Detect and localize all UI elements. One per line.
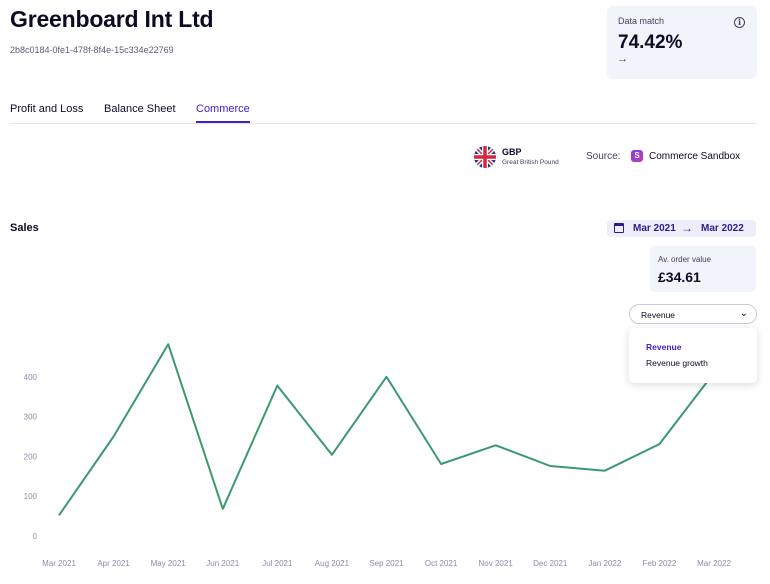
- aov-value: £34.61: [658, 269, 701, 285]
- metric-dropdown-menu: Revenue Revenue growth: [629, 328, 757, 383]
- x-tick-label: Feb 2022: [643, 559, 677, 568]
- x-tick-label: Jan 2022: [588, 559, 621, 568]
- data-match-value: 74.42%: [618, 32, 683, 53]
- data-match-label: Data match: [618, 16, 665, 26]
- arrow-right-icon[interactable]: →: [617, 53, 628, 65]
- date-range-to: Mar 2022: [701, 223, 744, 234]
- source-name: Commerce Sandbox: [649, 151, 741, 162]
- tab-balance-sheet[interactable]: Balance Sheet: [104, 103, 176, 115]
- sales-title: Sales: [10, 222, 39, 234]
- commerce-sandbox-logo-icon: S: [631, 150, 643, 162]
- x-tick-label: Oct 2021: [425, 559, 458, 568]
- y-tick-label: 0: [33, 532, 38, 541]
- date-range-from: Mar 2021: [633, 223, 676, 234]
- currency-name: Great British Pound: [502, 159, 559, 166]
- metric-select[interactable]: Revenue ⌄: [629, 304, 757, 324]
- company-name: Greenboard Int Ltd: [10, 6, 214, 32]
- info-icon[interactable]: i: [734, 17, 745, 28]
- x-tick-label: Nov 2021: [479, 559, 514, 568]
- revenue-series-line: [58, 343, 715, 516]
- x-tick-label: Mar 2021: [42, 559, 76, 568]
- x-tick-label: Dec 2021: [533, 559, 568, 568]
- metric-select-value: Revenue: [641, 310, 676, 320]
- currency-code: GBP: [502, 147, 522, 157]
- metric-option-revenue-growth[interactable]: Revenue growth: [646, 358, 708, 368]
- chevron-down-icon: ⌄: [739, 308, 748, 319]
- y-tick-label: 300: [24, 413, 38, 422]
- source-label: Source:: [586, 151, 621, 162]
- x-tick-label: Mar 2022: [697, 559, 731, 568]
- x-tick-label: Aug 2021: [315, 559, 350, 568]
- aov-label: Av. order value: [658, 255, 712, 264]
- x-tick-label: Apr 2021: [97, 559, 130, 568]
- average-order-value-card: Av. order value £34.61: [650, 246, 756, 292]
- x-tick-label: Sep 2021: [369, 559, 404, 568]
- arrow-right-icon: →: [681, 221, 693, 235]
- date-range-picker[interactable]: Mar 2021 → Mar 2022: [607, 220, 756, 237]
- data-match-card[interactable]: Data match 74.42% → i: [607, 6, 757, 79]
- x-tick-label: Jul 2021: [262, 559, 293, 568]
- y-tick-label: 400: [24, 373, 38, 382]
- y-tick-label: 200: [24, 452, 38, 461]
- tab-commerce[interactable]: Commerce: [196, 103, 250, 123]
- tab-bar: Profit and Loss Balance Sheet Commerce: [10, 98, 756, 124]
- calendar-icon: [614, 223, 624, 233]
- tab-profit-and-loss[interactable]: Profit and Loss: [10, 103, 84, 115]
- x-tick-label: May 2021: [151, 559, 187, 568]
- metric-option-revenue[interactable]: Revenue: [646, 342, 682, 352]
- company-id: 2b8c0184-0fe1-478f-8f4e-15c334e22769: [10, 45, 174, 55]
- y-tick-label: 100: [24, 492, 38, 501]
- x-tick-label: Jun 2021: [206, 559, 239, 568]
